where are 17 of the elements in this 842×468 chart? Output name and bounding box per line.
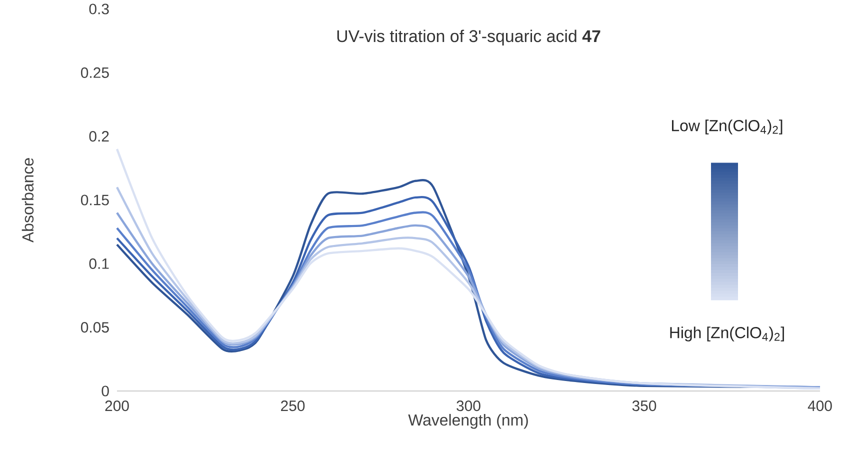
x-tick-label: 300: [456, 400, 480, 412]
y-tick-label: 0.25: [80, 67, 109, 78]
annotation: Low [Zn(ClO$_{4}$)$_{2}$]: [672, 120, 782, 134]
x-axis-title: Wavelength (nm): [408, 414, 528, 429]
y-tick-label: 0.1: [89, 258, 109, 269]
y-tick-label: 0.2: [89, 131, 109, 142]
text: UV-vis titration of 3'-squaric acid 47: [337, 30, 600, 46]
x-tick-label: 200: [105, 400, 129, 412]
y-tick-label: 0.15: [80, 194, 109, 206]
x-tick-label: 250: [281, 400, 305, 412]
x-tick-label: 400: [808, 400, 832, 412]
y-tick-label: 0: [102, 386, 109, 396]
y-tick-label: 0.05: [80, 322, 109, 333]
y-axis-title: Absorbance: [22, 158, 34, 243]
x-tick-label: 350: [632, 400, 656, 412]
annotation: High [Zn(ClO$_{4}$)$_{2}$]: [670, 326, 784, 342]
y-tick-label: 0.3: [89, 4, 109, 14]
